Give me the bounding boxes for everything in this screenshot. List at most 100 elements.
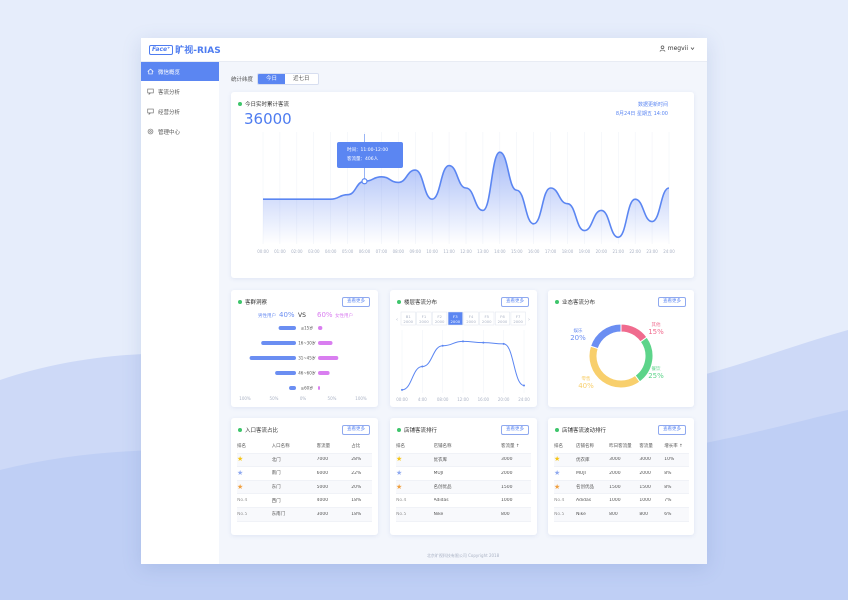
pie-slice[interactable]	[620, 323, 648, 343]
table-header-cell: 占比	[351, 444, 361, 450]
entrance-card: 入口客流占比 查看更多 排名 入口名称 客流量 占比 ★ 北门 7000 28% ★ 南门 6000…	[231, 418, 378, 535]
table-cell: 3000	[609, 457, 621, 463]
floor-tab[interactable]	[447, 311, 463, 326]
next-floor-arrow[interactable]: ›	[528, 317, 530, 323]
table-cell: 1000	[639, 498, 651, 504]
store-change-more-button[interactable]: 查看更多	[658, 425, 686, 435]
floor-title: 楼层客流分布	[397, 298, 437, 306]
table-row[interactable]: No.4 Adidas 1000 1000 7%	[554, 494, 689, 508]
table-row[interactable]: ★ 优衣库 3000 3000 10%	[554, 453, 689, 468]
floor-card: 楼层客流分布 查看更多 ‹ › B1 2000 F1 2000 F2 2000 F3 2000 F4…	[390, 290, 537, 407]
table-cell: 北门	[271, 457, 281, 463]
x-tick-label: 02:00	[291, 249, 303, 254]
chat-icon	[147, 88, 154, 95]
pie-slice[interactable]	[589, 323, 622, 350]
table-cell: 1500	[501, 484, 513, 490]
realtime-area-chart[interactable]: 00:00 01:00 02:00 03:00 04:00 05:00 06:00 07:00…	[231, 92, 694, 278]
x-tick-label: 08:00	[393, 249, 405, 254]
floor-tab-name: F7	[516, 314, 521, 319]
app-logo[interactable]: Face⁺ 旷视-RIAS	[149, 43, 221, 56]
floor-tab[interactable]	[432, 311, 448, 326]
table-cell: 1000	[501, 498, 513, 504]
table-cell: 1500	[609, 484, 621, 490]
female-bar	[318, 386, 320, 390]
table-cell: 名创优品	[433, 485, 452, 491]
table-cell: 800	[639, 511, 649, 517]
x-tick-label: 100%	[239, 396, 251, 401]
age-label: 46~60岁	[298, 370, 316, 376]
table-cell: 28%	[351, 457, 362, 463]
table-row[interactable]: No.5 Nike 800 800 6%	[554, 507, 689, 522]
slice-value: 40%	[578, 382, 594, 390]
rank-star-icon: ★	[554, 456, 561, 464]
prev-floor-arrow[interactable]: ‹	[396, 317, 398, 323]
sidebar-item-label: 管理中心	[158, 129, 181, 136]
legend-female: 女性用户	[335, 312, 353, 319]
table-row[interactable]: No.5 Nike 800	[396, 507, 531, 522]
insight-card: 客群洞察 查看更多 男性用户 40% VS 60% 女性用户 ≤15岁 16~30岁 31~4…	[231, 290, 378, 407]
store-change-table: 排名 店铺名称 昨日客流量 客流量 增长率 ↑ ★ 优衣库 3000 3000 10% ★ MUJI 2…	[554, 440, 689, 522]
table-row[interactable]: ★ 优衣库 3000	[396, 453, 531, 468]
table-row[interactable]: ★ 南门 6000 22%	[237, 467, 372, 481]
male-bar	[275, 371, 296, 375]
highlight-point[interactable]	[361, 178, 368, 185]
realtime-total: 36000	[244, 110, 292, 128]
rank-star-icon: ★	[237, 483, 244, 491]
pie-slice[interactable]	[588, 345, 641, 389]
x-tick-label: 04:00	[325, 249, 337, 254]
floor-tab[interactable]	[479, 311, 495, 326]
table-row[interactable]: No.4 Adidas 1000	[396, 494, 531, 508]
table-row[interactable]: ★ MUJI 2000	[396, 467, 531, 481]
x-tick-label: 05:00	[342, 249, 354, 254]
status-dot	[397, 300, 401, 304]
tooltip-count: 客流量：406人	[347, 157, 379, 162]
sidebar-item-2[interactable]: 经营分析	[141, 102, 219, 121]
rank-star-icon: ★	[237, 456, 244, 464]
table-row[interactable]: ★ 名创优品 1500	[396, 480, 531, 495]
store-rank-more-button[interactable]: 查看更多	[501, 425, 529, 435]
table-row[interactable]: No.5 东南门 3000 18%	[237, 507, 372, 522]
sidebar-item-3[interactable]: 管理中心	[141, 122, 219, 141]
floor-tab-name: F6	[500, 314, 505, 319]
floor-tab[interactable]	[494, 311, 510, 326]
floor-tab[interactable]	[510, 311, 526, 326]
table-cell: 6%	[664, 511, 672, 517]
update-time: 8月24日 星期五 14:00	[615, 111, 668, 117]
realtime-title: 今日实时累计客流	[238, 100, 289, 108]
insight-more-button[interactable]: 查看更多	[342, 297, 370, 307]
table-cell: 名创优品	[576, 485, 595, 491]
user-icon	[659, 45, 666, 52]
table-row[interactable]: ★ MUJI 2000 2000 8%	[554, 467, 689, 481]
filter-label: 统计纬度	[231, 77, 254, 83]
table-row[interactable]: ★ 北门 7000 28%	[237, 453, 372, 468]
business-card: 业态客流分布 查看更多 其他 15% 餐饮 25% 零售 40% 娱乐 20%	[548, 290, 694, 407]
female-bar	[318, 356, 339, 360]
user-menu[interactable]: megvii	[659, 45, 695, 52]
floor-more-button[interactable]: 查看更多	[501, 297, 529, 307]
floor-tab[interactable]	[416, 311, 432, 326]
table-header-cell: 排名	[396, 444, 405, 450]
table-cell: 3000	[639, 457, 651, 463]
table-cell: Adidas	[433, 498, 449, 504]
table-cell: 1000	[609, 498, 621, 504]
table-row[interactable]: ★ 名创优品 1500 1500 8%	[554, 480, 689, 495]
rank-star-icon: ★	[554, 483, 561, 491]
main-content: 统计纬度 今日 近七日 今日实时累计客流 36000 数据更新时间 8月24日 …	[219, 62, 707, 564]
x-tick-label: 19:00	[579, 249, 591, 254]
x-tick-label: 0%	[300, 396, 307, 401]
x-tick-label: 00:00	[257, 249, 269, 254]
sidebar-item-0[interactable]: 微信概览	[141, 62, 219, 81]
filter-week[interactable]: 近七日	[285, 74, 318, 84]
entrance-more-button[interactable]: 查看更多	[342, 425, 370, 435]
table-row[interactable]: ★ 东门 5000 20%	[237, 480, 372, 495]
sidebar-item-1[interactable]: 客流分析	[141, 82, 219, 101]
rank-star-icon: ★	[554, 469, 561, 477]
table-row[interactable]: No.4 西门 4000 18%	[237, 494, 372, 508]
filter-segment: 今日 近七日	[257, 73, 319, 85]
floor-tab[interactable]	[400, 311, 416, 326]
business-more-button[interactable]: 查看更多	[658, 297, 686, 307]
filter-today[interactable]: 今日	[258, 74, 286, 84]
floor-tab[interactable]	[463, 311, 479, 326]
chart-tooltip: 时间：11:00-12:00 客流量：406人	[337, 142, 403, 168]
store-rank-title: 店铺客流排行	[397, 426, 437, 434]
